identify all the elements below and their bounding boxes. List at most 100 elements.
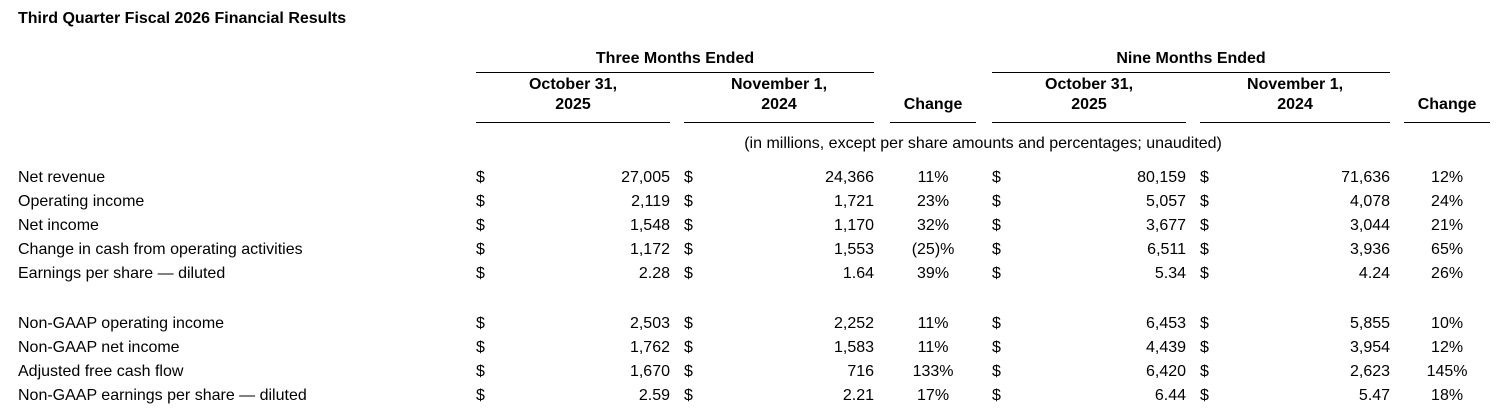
table-note: (in millions, except per share amounts a… bbox=[744, 135, 1222, 153]
gap-cell bbox=[1186, 238, 1200, 262]
gap-cell bbox=[874, 48, 890, 72]
dollar-sign: $ bbox=[1200, 339, 1209, 356]
header-tm-oct-year: 2025 bbox=[476, 94, 670, 123]
value-tm-2024: 24,366 bbox=[825, 169, 875, 186]
change-nm: 26% bbox=[1431, 265, 1464, 282]
gap-cell bbox=[976, 190, 992, 214]
dollar-sign: $ bbox=[476, 241, 485, 258]
gap-cell bbox=[1186, 190, 1200, 214]
value-nm-2024: 4.24 bbox=[1358, 265, 1391, 282]
value-tm-2025: 1,670 bbox=[629, 363, 670, 380]
gap-cell bbox=[890, 48, 976, 72]
change-nm: 21% bbox=[1431, 217, 1464, 234]
dollar-sign: $ bbox=[476, 315, 485, 332]
gap-cell bbox=[670, 336, 684, 360]
page-title: Third Quarter Fiscal 2026 Financial Resu… bbox=[18, 10, 347, 27]
gap-cell bbox=[890, 72, 976, 94]
value-nm-2025: 3,677 bbox=[1145, 217, 1187, 234]
value-nm-2025: 80,159 bbox=[1137, 169, 1187, 186]
header-tm-change: Change bbox=[890, 94, 977, 123]
change-tm: 11% bbox=[917, 169, 949, 186]
value-nm-2024: 3,954 bbox=[1350, 339, 1391, 356]
gap-cell bbox=[1404, 72, 1490, 94]
row-label: Net revenue bbox=[18, 169, 106, 186]
gap-cell bbox=[976, 312, 992, 336]
gap-cell bbox=[18, 122, 476, 166]
gap-cell bbox=[670, 166, 684, 190]
gap-cell bbox=[1186, 262, 1200, 286]
dollar-sign: $ bbox=[684, 217, 693, 234]
change-tm: 23% bbox=[917, 193, 950, 210]
gap-cell bbox=[18, 94, 476, 122]
dollar-sign: $ bbox=[992, 363, 1001, 380]
gap-cell bbox=[874, 262, 890, 286]
gap-cell bbox=[976, 238, 992, 262]
change-tm: 133% bbox=[912, 363, 954, 380]
change-nm: 12% bbox=[1431, 339, 1464, 356]
row-label: Non-GAAP net income bbox=[18, 339, 180, 356]
gap-cell bbox=[874, 94, 890, 122]
value-tm-2024: 1.64 bbox=[842, 265, 875, 282]
gap-cell bbox=[976, 48, 992, 72]
value-nm-2024: 2,623 bbox=[1350, 363, 1391, 380]
value-nm-2025: 6,453 bbox=[1145, 315, 1187, 332]
gap-cell bbox=[1390, 262, 1404, 286]
dollar-sign: $ bbox=[684, 363, 693, 380]
gap-cell bbox=[874, 336, 890, 360]
gap-cell bbox=[874, 360, 890, 384]
change-nm: 10% bbox=[1431, 315, 1464, 332]
gap-cell bbox=[18, 72, 476, 94]
dollar-sign: $ bbox=[476, 193, 485, 210]
change-nm: 24% bbox=[1431, 193, 1464, 210]
dollar-sign: $ bbox=[684, 193, 693, 210]
change-nm: 12% bbox=[1431, 169, 1464, 186]
gap-cell bbox=[1186, 312, 1200, 336]
value-nm-2024: 5,855 bbox=[1350, 315, 1391, 332]
dollar-sign: $ bbox=[992, 169, 1001, 186]
header-nm-nov-year: 2024 bbox=[1200, 94, 1391, 123]
change-nm: 145% bbox=[1426, 363, 1468, 380]
dollar-sign: $ bbox=[684, 339, 693, 356]
gap-cell bbox=[1390, 214, 1404, 238]
dollar-sign: $ bbox=[1200, 241, 1209, 258]
gap-cell bbox=[874, 214, 890, 238]
value-nm-2024: 3,044 bbox=[1350, 217, 1391, 234]
gap-cell bbox=[670, 94, 684, 122]
note-row: (in millions, except per share amounts a… bbox=[18, 122, 1490, 166]
dollar-sign: $ bbox=[476, 169, 485, 186]
table-row: Change in cash from operating activities… bbox=[18, 238, 1490, 262]
header-nm-change: Change bbox=[1404, 94, 1491, 123]
value-tm-2024: 1,553 bbox=[833, 241, 875, 258]
row-label: Adjusted free cash flow bbox=[18, 363, 184, 380]
gap-cell bbox=[1404, 48, 1490, 72]
gap-cell bbox=[976, 360, 992, 384]
gap-cell bbox=[1186, 166, 1200, 190]
row-label: Non-GAAP earnings per share — diluted bbox=[18, 387, 307, 404]
gap-cell bbox=[1390, 312, 1404, 336]
value-tm-2025: 1,172 bbox=[629, 241, 670, 258]
value-tm-2025: 2.59 bbox=[638, 387, 670, 404]
header-tm-oct-date: October 31, bbox=[528, 76, 618, 93]
value-tm-2024: 1,583 bbox=[833, 339, 875, 356]
value-tm-2024: 1,721 bbox=[833, 193, 875, 210]
value-nm-2024: 4,078 bbox=[1350, 193, 1391, 210]
dollar-sign: $ bbox=[476, 363, 485, 380]
dollar-sign: $ bbox=[476, 217, 485, 234]
dollar-sign: $ bbox=[1200, 387, 1209, 404]
dollar-sign: $ bbox=[684, 241, 693, 258]
value-tm-2025: 2,119 bbox=[631, 193, 670, 210]
gap-cell bbox=[874, 166, 890, 190]
table-row: Operating income $ 2,119 $ 1,721 23% $ 5… bbox=[18, 190, 1490, 214]
row-label: Non-GAAP operating income bbox=[18, 315, 225, 332]
gap-cell bbox=[18, 286, 1490, 312]
value-nm-2025: 4,439 bbox=[1145, 339, 1187, 356]
gap-cell bbox=[976, 94, 992, 122]
dollar-sign: $ bbox=[992, 387, 1001, 404]
value-nm-2025: 6,511 bbox=[1147, 241, 1187, 258]
value-nm-2025: 6.44 bbox=[1154, 387, 1187, 404]
dollar-sign: $ bbox=[476, 265, 485, 282]
gap-cell bbox=[1390, 48, 1404, 72]
gap-cell bbox=[1186, 94, 1200, 122]
gap-cell bbox=[874, 238, 890, 262]
